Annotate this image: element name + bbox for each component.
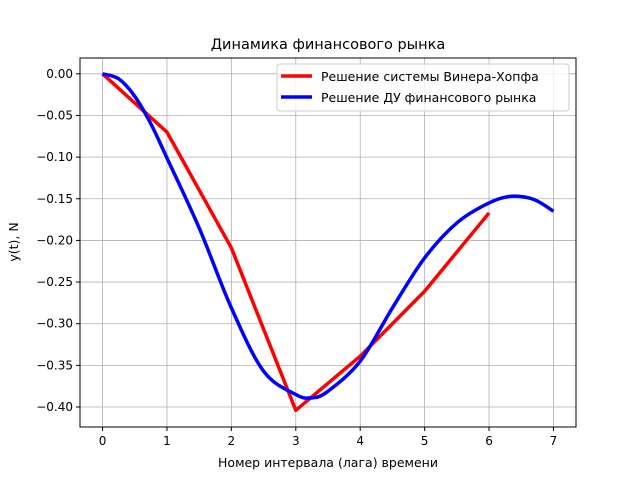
grid <box>80 58 576 427</box>
legend-label-de-solution: Решение ДУ финансового рынка <box>321 90 536 105</box>
x-axis-label: Номер интервала (лага) времени <box>218 455 438 470</box>
series-lines <box>101 72 555 413</box>
y-tick-label: −0.25 <box>36 275 73 289</box>
y-tick-label: −0.40 <box>36 400 73 414</box>
axis-ticks: 0 1 2 3 4 5 6 7 0.00 −0.05 −0.10 −0.15 −0.20 −0.25 −0.… <box>36 67 557 448</box>
series-line-wiener-hopf <box>101 72 491 413</box>
x-tick-label: 3 <box>292 434 300 448</box>
y-tick-label: −0.15 <box>36 192 73 206</box>
y-tick-label: −0.30 <box>36 317 73 331</box>
y-tick-label: −0.05 <box>36 108 73 122</box>
x-tick-label: 2 <box>228 434 236 448</box>
axes-frame <box>79 57 577 428</box>
series-line-de-solution <box>102 72 555 400</box>
x-tick-label: 4 <box>356 434 364 448</box>
y-tick-label: −0.35 <box>36 358 73 372</box>
x-tick-label: 7 <box>550 434 558 448</box>
legend-box <box>276 63 570 112</box>
legend-label-wiener-hopf: Решение системы Винера-Хопфа <box>321 69 539 84</box>
chart-title: Динамика финансового рынка <box>211 37 446 53</box>
y-tick-label: −0.10 <box>36 150 73 164</box>
x-tick-label: 0 <box>99 434 107 448</box>
y-tick-label: 0.00 <box>46 67 73 81</box>
y-axis-label: y(t), N <box>6 222 21 261</box>
x-tick-label: 5 <box>421 434 429 448</box>
x-tick-label: 6 <box>485 434 493 448</box>
y-tick-label: −0.20 <box>36 233 73 247</box>
legend: Решение системы Винера-Хопфа Решение ДУ … <box>276 63 570 112</box>
x-tick-label: 1 <box>163 434 171 448</box>
